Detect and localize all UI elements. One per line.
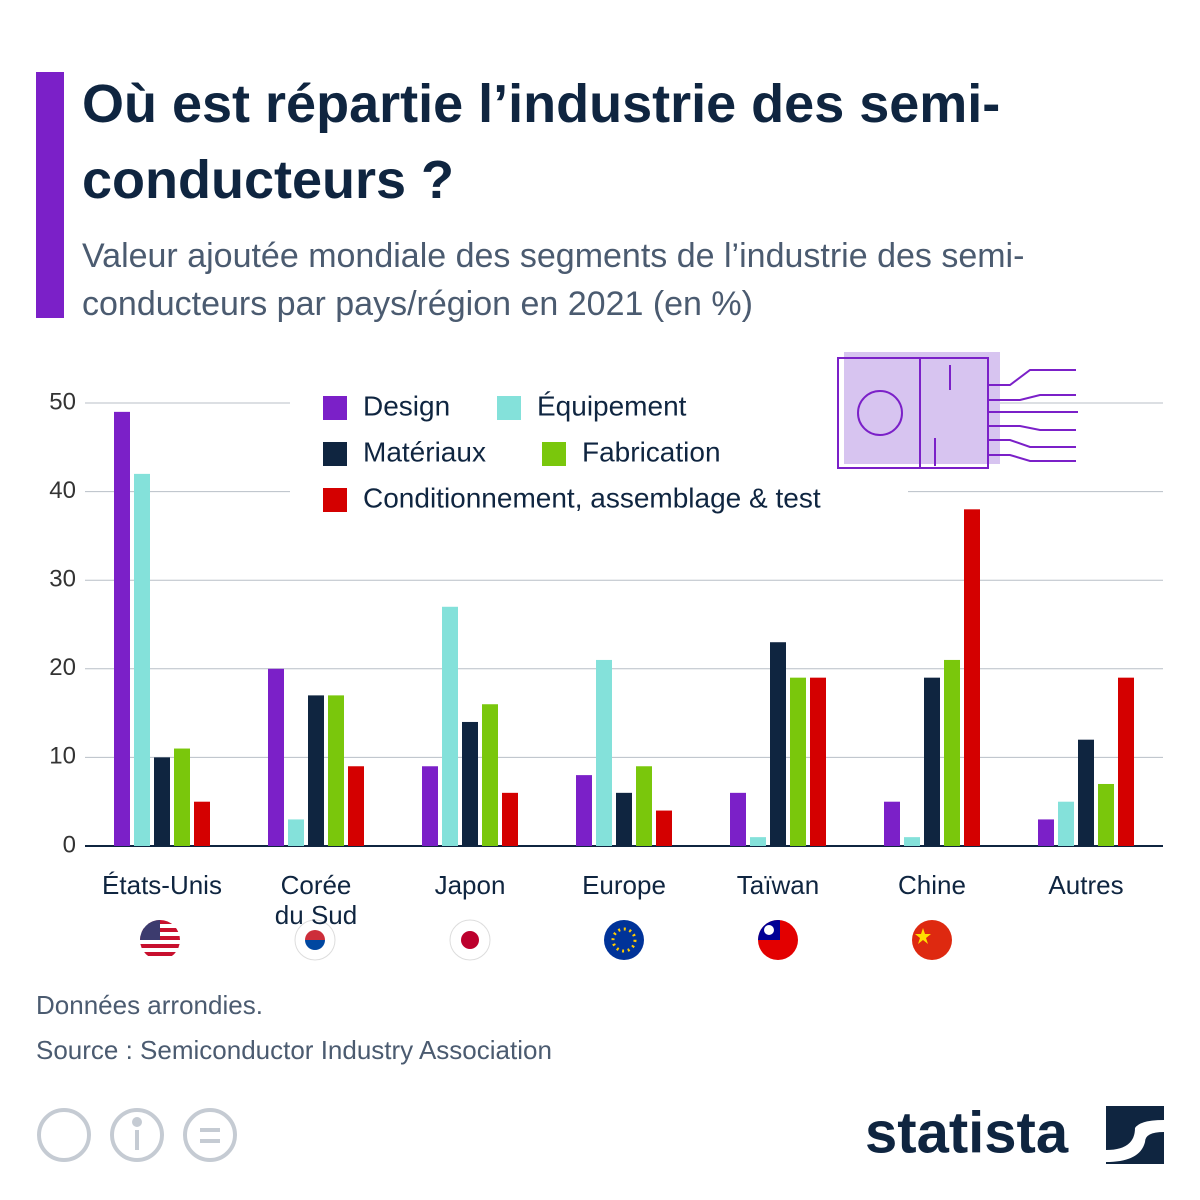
x-tick-label: Corée du Sud: [274, 870, 358, 930]
bar: [1118, 677, 1134, 846]
note: Données arrondies.: [36, 990, 263, 1020]
legend-box: [290, 363, 908, 545]
cc-icons: [37, 1108, 237, 1162]
bar: [964, 509, 980, 846]
legend-label: Fabrication: [582, 436, 721, 467]
chart-subtitle: Valeur ajoutée mondiale des segments de …: [82, 237, 1025, 323]
legend-label: Design: [363, 390, 450, 421]
bar: [308, 695, 324, 846]
bar: [1098, 783, 1114, 846]
legend-swatch: [323, 396, 347, 420]
x-tick-label: Chine: [898, 870, 966, 900]
legend-label: Conditionnement, assemblage & test: [363, 482, 821, 513]
bar: [636, 766, 652, 846]
legend-swatch: [323, 488, 347, 512]
bar: [1038, 819, 1054, 846]
bar: [904, 837, 920, 846]
bar: [656, 810, 672, 846]
legend-label: Équipement: [537, 390, 687, 421]
bar: [482, 704, 498, 846]
bar: [944, 659, 960, 846]
bar: [268, 668, 284, 846]
bar: [462, 721, 478, 846]
bar: [442, 606, 458, 846]
x-tick-label: Taïwan: [736, 870, 820, 900]
bar: [114, 411, 130, 846]
y-tick-label: 10: [49, 743, 76, 770]
accent-bar: [36, 72, 64, 318]
bar: [288, 819, 304, 846]
bar: [1078, 739, 1094, 846]
bar: [328, 695, 344, 846]
bar: [576, 775, 592, 846]
bar: [750, 837, 766, 846]
bar: [502, 792, 518, 846]
bar: [730, 792, 746, 846]
chip-icon: [837, 352, 1078, 469]
y-tick-label: 20: [49, 654, 76, 681]
x-tick-label: États-Unis: [102, 870, 222, 900]
bar: [348, 766, 364, 846]
brand-logo: statista: [865, 1100, 1069, 1165]
bar: [194, 801, 210, 846]
brand-mark: [1106, 1106, 1164, 1164]
bar: [174, 748, 190, 846]
x-tick-label: Autres: [1048, 870, 1124, 900]
bar: [134, 473, 150, 846]
legend-label: Matériaux: [363, 436, 486, 467]
bar: [422, 766, 438, 846]
bar: [924, 677, 940, 846]
source: Source : Semiconductor Industry Associat…: [36, 1035, 552, 1065]
bar: [596, 659, 612, 846]
x-tick-label: Japon: [434, 870, 506, 900]
bar: [1058, 801, 1074, 846]
y-tick-label: 30: [49, 566, 76, 593]
x-tick-label: Europe: [582, 870, 666, 900]
bar: [770, 642, 786, 846]
bar: [810, 677, 826, 846]
bar: [616, 792, 632, 846]
flags: [140, 919, 952, 961]
chart-title: Où est répartie l’industrie des semi-con…: [82, 74, 1001, 210]
y-tick-label: 50: [49, 388, 76, 415]
y-tick-label: 40: [49, 477, 76, 504]
bar: [884, 801, 900, 846]
legend-swatch: [323, 442, 347, 466]
y-tick-label: 0: [63, 831, 76, 858]
legend-swatch: [497, 396, 521, 420]
bar: [790, 677, 806, 846]
bar: [154, 757, 170, 846]
legend-swatch: [542, 442, 566, 466]
